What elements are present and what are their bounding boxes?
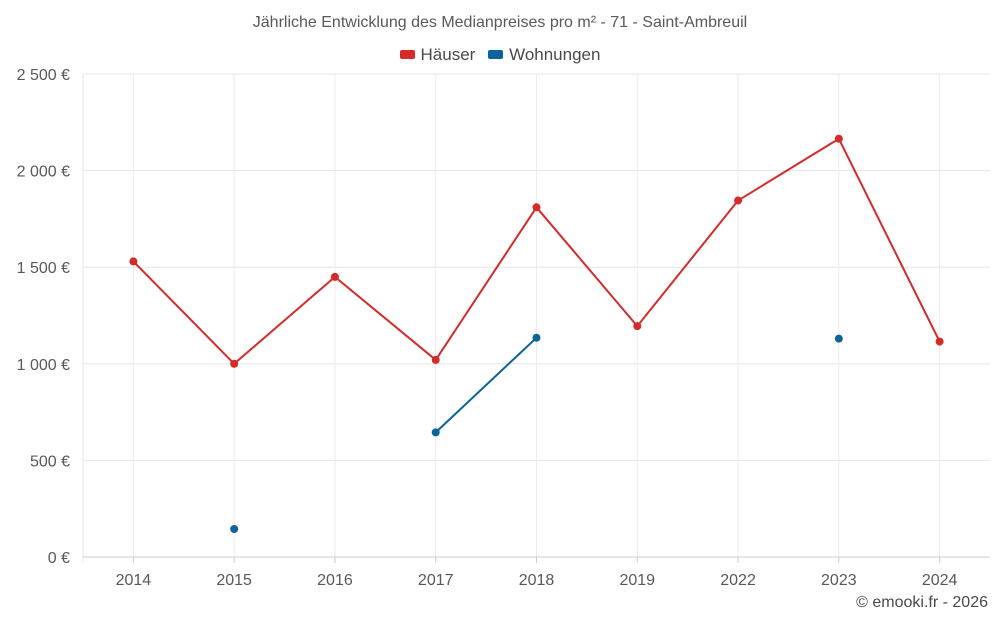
series-line-segment [233,275,336,365]
y-tick-label: 1 500 € [17,260,70,277]
chart-title: Jährliche Entwicklung des Medianpreises … [252,14,748,31]
data-point-wohnungen [532,333,541,342]
series-line-segment [636,199,740,328]
x-tick-label: 2024 [922,572,958,589]
series-line-segment [535,206,639,328]
data-point-haeuser [330,272,339,281]
data-point-haeuser [633,322,642,331]
y-tick-label: 2 500 € [17,67,70,84]
legend: Häuser Wohnungen [0,44,1000,65]
data-point-wohnungen [230,524,239,533]
grid [83,73,990,557]
data-point-haeuser [532,203,541,212]
series-line-segment [132,260,236,365]
data-point-haeuser [935,337,944,346]
x-tick-label: 2015 [216,572,252,589]
data-point-wohnungen [834,334,843,343]
x-tick-label: 2017 [418,572,454,589]
legend-item-haeuser[interactable]: Häuser [399,44,476,65]
data-point-haeuser [230,359,239,368]
x-tick-label: 2019 [619,572,655,589]
y-tick-label: 0 € [48,550,70,567]
series-haeuser [129,134,944,368]
data-point-haeuser [734,196,743,205]
series-line-segment [434,206,538,361]
legend-swatch-wohnungen [488,50,504,59]
x-tick-label: 2018 [519,572,555,589]
y-tick-label: 1 000 € [17,357,70,374]
y-tick-label: 2 000 € [17,164,70,181]
data-point-haeuser [129,257,138,266]
series-line-segment [837,137,941,343]
x-tick-label: 2022 [720,572,756,589]
axes: 0 € 500 € 1 000 € 1 500 € 2 000 € 2 500 € 2014… [17,67,990,589]
y-tick-label: 500 € [30,453,70,470]
x-tick-label: 2023 [821,572,857,589]
legend-item-wohnungen[interactable]: Wohnungen [488,45,600,65]
series-line-segment [434,336,538,434]
legend-label-wohnungen: Wohnungen [509,44,601,64]
data-point-wohnungen [431,428,440,437]
credit-text: © emooki.fr - 2026 [856,594,988,611]
data-point-haeuser [431,355,440,364]
x-tick-label: 2014 [116,572,152,589]
data-point-haeuser [834,134,843,143]
series-line-segment [333,275,437,361]
legend-swatch-haeuser [399,50,415,59]
series-line-segment [737,137,840,202]
x-tick-label: 2016 [317,572,353,589]
series [129,134,944,533]
series-wohnungen [230,333,843,533]
legend-label-haeuser: Häuser [420,44,476,64]
